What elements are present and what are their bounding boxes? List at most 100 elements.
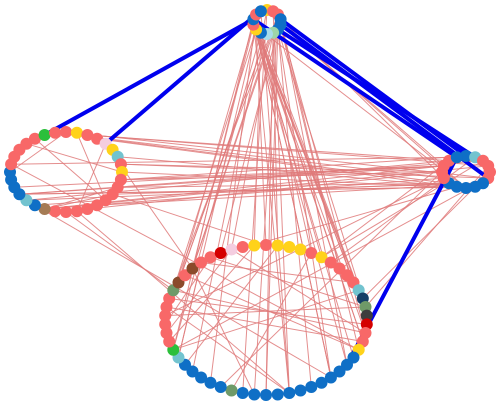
node-layer [4,4,496,401]
weak-edge [87,134,489,167]
weak-edge [242,9,268,394]
weak-edge [280,19,348,365]
graph-node-bottom-53 [248,239,261,252]
graph-node-right-7 [469,180,482,193]
graph-node-bottom-52 [236,241,249,253]
graph-node-bottom-4 [305,247,318,259]
weak-edge [117,182,450,188]
weak-edge [164,257,211,325]
weak-edge [231,252,312,391]
graph-node-left-18 [38,203,51,215]
graph-node-bottom-23 [305,381,318,393]
graph-node-left-1 [70,126,83,139]
graph-node-bottom-13 [360,309,373,322]
strong-edge [275,27,478,160]
weak-edge [44,186,118,210]
weak-edge [220,29,279,254]
weak-edge [253,14,279,395]
weak-edge [166,306,363,342]
weak-edge [265,32,274,396]
weak-edge [255,29,332,378]
weak-edge [65,211,174,291]
graph-node-bottom-25 [283,387,296,399]
graph-node-bottom-1 [271,239,284,252]
weak-edge [97,138,467,189]
graph-node-left-15 [70,205,83,218]
graph-node-bottom-3 [294,243,307,256]
weak-edge [165,306,366,317]
graph-node-bottom-32 [204,376,217,389]
weak-edge [112,182,484,195]
graph-node-bottom-49 [204,251,217,264]
graph-node-right-8 [460,182,472,194]
weak-edge [44,177,444,210]
weak-edge [44,165,489,210]
graph-node-left-17 [49,205,62,218]
weak-edge [172,19,254,350]
graph-node-bottom-50 [214,247,227,259]
weak-edge [252,24,354,358]
weak-edge [11,156,457,165]
strong-edge [251,17,459,160]
graph-node-right-0 [460,150,472,162]
graph-node-bottom-30 [225,384,238,397]
graph-node-bottom-22 [315,376,328,389]
graph-node-bottom-47 [186,262,199,275]
weak-edge [117,156,457,188]
graph-node-top-13 [254,5,267,18]
graph-node-left-2 [81,129,94,141]
weak-edge [34,204,332,378]
weak-edge [231,249,366,334]
weak-edge [321,160,450,258]
weak-edge [277,29,332,378]
graph-node-bottom-31 [214,381,227,393]
weak-edge [173,289,359,351]
weak-edge [178,33,268,283]
weak-edge [168,245,255,342]
graph-node-left-14 [81,203,94,215]
strong-edge [103,12,259,146]
graph-node-bottom-5 [315,251,328,264]
weak-edge [120,163,443,173]
graph-node-bottom-0 [260,239,272,251]
graph-node-left-29 [28,132,41,145]
graph-node-bottom-24 [294,384,307,397]
weak-edge [362,186,476,299]
weak-edge [192,268,255,395]
weak-edge [172,29,257,291]
weak-edge [65,131,489,179]
weak-edge [184,245,279,366]
graph-node-bottom-51 [225,243,238,256]
weak-edge [97,182,484,206]
weak-edge [76,210,290,394]
weak-edge [201,262,354,283]
graph-node-bottom-2 [283,241,296,253]
graph-node-left-16 [60,206,72,218]
weak-edge [26,143,123,173]
weak-edge-layer [9,9,489,396]
strong-edge [42,17,256,137]
graph-node-right-15 [450,151,463,164]
weak-edge [210,256,366,308]
weak-edge [255,29,322,258]
graph-node-bottom-28 [248,388,261,401]
weak-edge [321,160,484,258]
weak-edge [55,132,444,179]
weak-edge [34,138,106,201]
weak-edge [120,155,467,181]
graph-node-bottom-6 [324,256,337,269]
graph-node-bottom-21 [324,371,337,384]
graph-node-left-13 [91,199,104,212]
weak-edge [9,131,67,173]
weak-edge [253,24,467,189]
weak-edge [260,32,366,308]
graph-node-bottom-27 [260,389,272,401]
weak-edge [260,32,312,254]
weak-edge [76,143,107,212]
weak-edge [19,160,484,195]
weak-edge [272,11,290,394]
graph-node-bottom-26 [271,388,284,401]
weak-edge [272,32,279,246]
weak-edge [184,274,359,351]
